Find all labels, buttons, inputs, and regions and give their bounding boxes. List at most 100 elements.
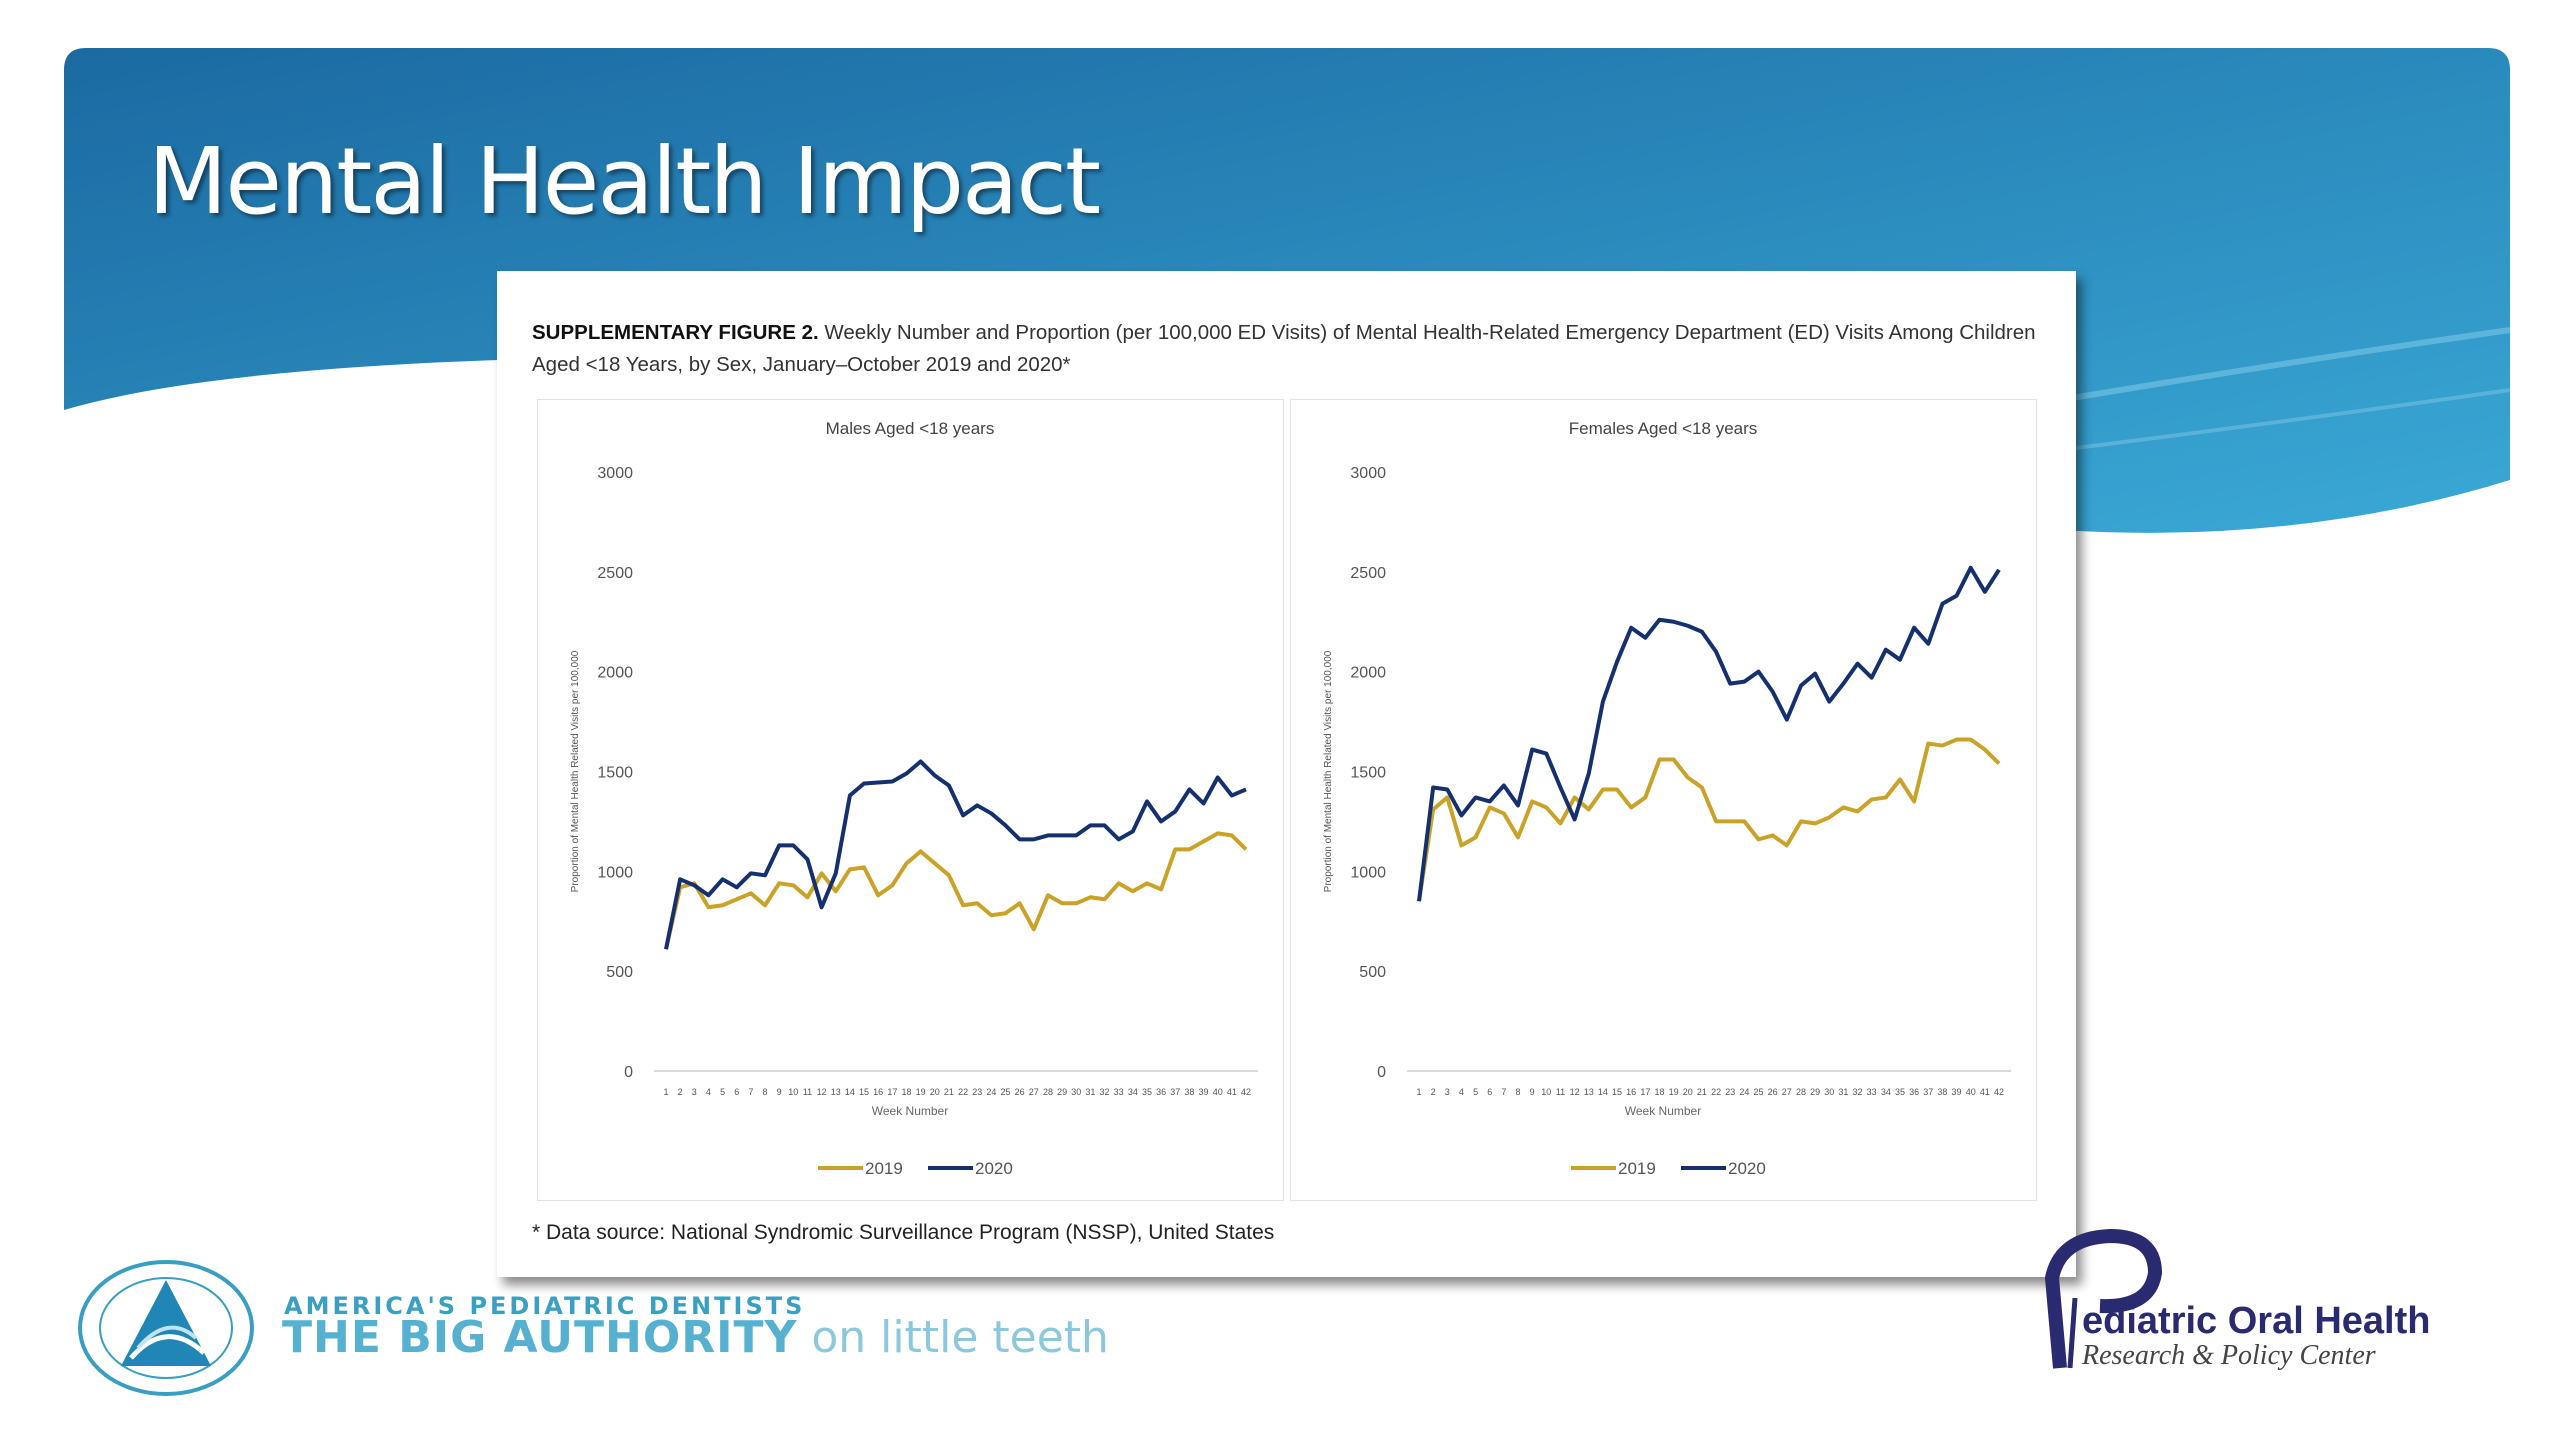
x-tick-label: 6 (734, 1087, 739, 1097)
y-tick-label: 2000 (1350, 665, 1386, 682)
x-tick-label: 30 (1824, 1087, 1834, 1097)
x-tick-label: 5 (1473, 1087, 1478, 1097)
x-tick-label: 25 (1001, 1087, 1011, 1097)
x-tick-label: 23 (1725, 1087, 1735, 1097)
x-tick-label: 11 (1556, 1087, 1565, 1097)
x-tick-label: 2 (1431, 1087, 1436, 1097)
x-tick-label: 31 (1085, 1087, 1095, 1097)
y-tick-label: 2000 (597, 665, 633, 682)
legend-label-2019: 2019 (1618, 1159, 1656, 1178)
x-tick-label: 37 (1923, 1087, 1933, 1097)
x-tick-label: 22 (958, 1087, 968, 1097)
x-tick-label: 29 (1810, 1087, 1820, 1097)
x-tick-label: 9 (777, 1087, 782, 1097)
data-source-note: * Data source: National Syndromic Survei… (532, 1221, 1275, 1244)
pohrpc-subtitle: Research & Policy Center (2082, 1340, 2376, 1371)
x-axis-label: Week Number (1625, 1104, 1701, 1118)
x-tick-label: 20 (930, 1087, 940, 1097)
legend-label-2020: 2020 (1728, 1159, 1766, 1178)
x-tick-label: 12 (1570, 1087, 1580, 1097)
x-tick-label: 16 (873, 1087, 883, 1097)
x-tick-label: 11 (803, 1087, 812, 1097)
x-tick-label: 30 (1071, 1087, 1081, 1097)
x-tick-label: 19 (916, 1087, 926, 1097)
x-tick-label: 14 (845, 1087, 855, 1097)
x-tick-label: 12 (817, 1087, 827, 1097)
x-tick-label: 32 (1100, 1087, 1110, 1097)
y-tick-label: 1500 (1350, 765, 1386, 782)
x-tick-label: 33 (1867, 1087, 1877, 1097)
x-tick-label: 4 (706, 1087, 711, 1097)
y-tick-label: 1500 (597, 765, 633, 782)
x-tick-label: 31 (1838, 1087, 1848, 1097)
x-tick-label: 38 (1184, 1087, 1194, 1097)
y-tick-label: 1000 (1350, 864, 1386, 881)
chart-males-svg: Males Aged <18 years 0 500 1000 1500 2000 2500… (570, 419, 1258, 1178)
x-tick-label: 21 (944, 1087, 954, 1097)
x-tick-label: 38 (1937, 1087, 1947, 1097)
x-tick-label: 1 (663, 1087, 668, 1097)
series-line-2019 (664, 831, 1248, 950)
x-tick-label: 15 (859, 1087, 869, 1097)
y-tick-label: 3000 (1350, 465, 1386, 482)
x-tick-label: 7 (1501, 1087, 1506, 1097)
x-tick-label: 40 (1213, 1087, 1223, 1097)
aapd-tagline-rest: on little teeth (797, 1312, 1109, 1363)
x-axis-label: Week Number (872, 1104, 948, 1118)
caption-label: SUPPLEMENTARY FIGURE 2. (532, 321, 819, 344)
chart-title: Females Aged <18 years (1569, 419, 1758, 438)
x-tick-label: 19 (1669, 1087, 1679, 1097)
x-tick-label: 23 (972, 1087, 982, 1097)
x-tick-label: 39 (1952, 1087, 1962, 1097)
x-tick-label: 14 (1598, 1087, 1608, 1097)
x-tick-label: 6 (1487, 1087, 1492, 1097)
x-tick-label: 35 (1142, 1087, 1152, 1097)
x-tick-label: 1 (1416, 1087, 1421, 1097)
x-tick-label: 39 (1199, 1087, 1209, 1097)
x-tick-label: 3 (1445, 1087, 1450, 1097)
x-tick-label: 24 (1739, 1087, 1749, 1097)
y-tick-label: 500 (606, 964, 633, 981)
x-tick-label: 26 (1015, 1087, 1025, 1097)
y-axis-label: Proportion of Mental Health Related Visi… (1323, 650, 1334, 892)
series-line-2020 (1417, 565, 2001, 902)
x-tick-label: 29 (1057, 1087, 1067, 1097)
legend-label-2019: 2019 (865, 1159, 903, 1178)
caption-text: Weekly Number and Proportion (per 100,00… (532, 321, 2036, 376)
x-tick-label: 16 (1626, 1087, 1636, 1097)
x-tick-label: 15 (1612, 1087, 1622, 1097)
x-tick-label: 42 (1241, 1087, 1251, 1097)
x-tick-label: 27 (1029, 1087, 1039, 1097)
x-tick-label: 24 (986, 1087, 996, 1097)
x-tick-label: 10 (788, 1087, 798, 1097)
y-tick-label: 3000 (597, 465, 633, 482)
x-tick-label: 41 (1980, 1087, 1990, 1097)
x-tick-label: 18 (901, 1087, 911, 1097)
y-axis-label: Proportion of Mental Health Related Visi… (570, 650, 581, 892)
x-tick-label: 36 (1156, 1087, 1166, 1097)
x-tick-label: 20 (1683, 1087, 1693, 1097)
figure-caption: SUPPLEMENTARY FIGURE 2. Weekly Number an… (532, 317, 2062, 381)
x-tick-label: 8 (763, 1087, 768, 1097)
x-tick-label: 13 (1584, 1087, 1594, 1097)
x-tick-label: 32 (1853, 1087, 1863, 1097)
x-tick-label: 5 (720, 1087, 725, 1097)
x-tick-label: 22 (1711, 1087, 1721, 1097)
x-tick-label: 34 (1881, 1087, 1891, 1097)
x-tick-label: 28 (1796, 1087, 1806, 1097)
x-tick-label: 17 (887, 1087, 897, 1097)
y-tick-label: 2500 (597, 565, 633, 582)
x-tick-label: 3 (692, 1087, 697, 1097)
x-tick-label: 34 (1128, 1087, 1138, 1097)
y-tick-label: 500 (1359, 964, 1386, 981)
x-tick-label: 26 (1768, 1087, 1778, 1097)
aapd-seal-logo (78, 1260, 254, 1396)
y-tick-label: 0 (624, 1064, 633, 1081)
x-tick-label: 7 (748, 1087, 753, 1097)
x-tick-label: 2 (678, 1087, 683, 1097)
series-line-2019 (1417, 737, 2001, 902)
x-tick-label: 28 (1043, 1087, 1053, 1097)
slide-title: Mental Health Impact (148, 128, 1101, 235)
series-line-2020 (664, 759, 1247, 950)
chart-males: Males Aged <18 years 0 500 1000 1500 2000 2500… (537, 399, 1284, 1201)
